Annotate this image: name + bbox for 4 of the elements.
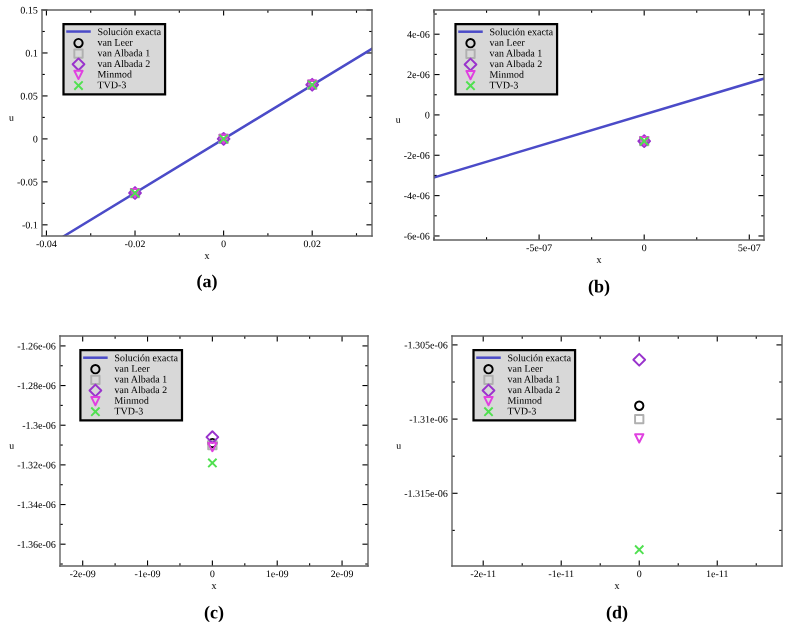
text: (a) [197, 274, 217, 291]
text: (c) [204, 605, 224, 622]
text: (b) [588, 279, 610, 297]
text: (d) [606, 605, 628, 622]
